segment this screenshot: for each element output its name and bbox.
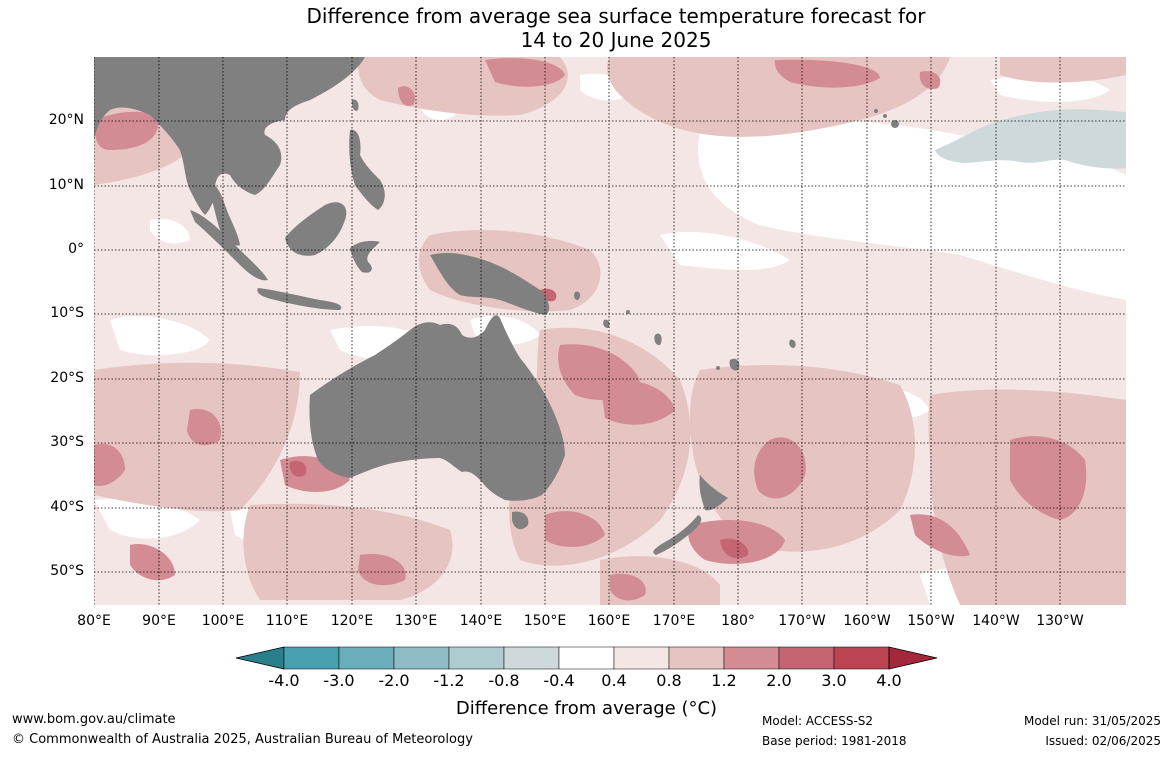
title-line-2: 14 to 20 June 2025 [520,28,712,52]
base-period-text: Base period: 1981-2018 [762,734,907,748]
graticule [94,57,1126,605]
longitude-label: 100°E [201,613,245,629]
colorbar-tick-label: -0.8 [488,671,520,690]
colorbar-bin [668,646,725,670]
longitude-label: 170°E [652,613,696,629]
taiwan [351,99,359,111]
hawaii-island [891,120,899,128]
colorbar-bin [613,646,670,670]
longitude-label: 180° [721,613,755,629]
colorbar-tick-label: 0.8 [656,671,682,690]
longitude-label: 80°E [77,613,111,629]
colorbar-max-extend [888,646,938,670]
colorbar-min-extend [235,646,285,670]
colorbar-bin [393,646,450,670]
colorbar-tick-label: 1.2 [711,671,737,690]
colorbar-tick-label: -3.0 [323,671,355,690]
latitude-label: 0° [68,241,84,257]
latitude-label: 40°S [50,499,84,515]
longitude-label: 160°W [843,613,891,629]
malay-peninsula [205,180,240,246]
issued-text: Issued: 02/06/2025 [1045,734,1161,748]
asia-mainland [94,57,365,215]
colorbar-bin [723,646,780,670]
latitude-label: 20°S [50,370,84,386]
colorbar-title: Difference from average (°C) [455,698,718,719]
copyright-text: © Commonwealth of Australia 2025, Austra… [12,732,473,747]
colorbar-tick-label: 4.0 [876,671,902,690]
colorbar-bin [833,646,890,670]
longitude-label: 110°E [265,613,309,629]
latitude-label: 30°S [50,434,84,450]
longitude-label: 120°E [330,613,374,629]
map-title: Difference from average sea surface temp… [0,4,1173,52]
colorbar-tick-label: -4.0 [268,671,300,690]
land-masses [94,57,899,555]
longitude-label: 150°W [907,613,955,629]
colorbar-tick-label: 2.0 [766,671,792,690]
map-field [94,57,1126,605]
new-zealand-north [699,475,728,511]
longitude-label: 150°E [523,613,567,629]
longitude-label: 130°W [1036,613,1084,629]
latitude-label: 10°S [50,305,84,321]
longitude-label: 140°W [972,613,1020,629]
colorbar-bin [503,646,560,670]
colorbar-tick-label: 3.0 [821,671,847,690]
longitude-label: 140°E [459,613,503,629]
colorbar-bin [558,646,615,670]
colorbar-tick-label: -0.4 [543,671,575,690]
longitude-label: 170°W [778,613,826,629]
colorbar-bin [778,646,835,670]
new-zealand-south [653,515,702,555]
model-run-text: Model run: 31/05/2025 [1023,714,1161,728]
sulawesi [350,240,380,273]
colorbar-tick-label: 0.4 [601,671,627,690]
colorbar-bin [283,646,340,670]
colorbar [235,646,938,670]
tasmania [512,511,529,530]
longitude-label: 130°E [394,613,438,629]
colorbar-bin [338,646,395,670]
latitude-label: 20°N [48,112,84,128]
title-line-1: Difference from average sea surface temp… [306,4,926,28]
website-link[interactable]: www.bom.gov.au/climate [12,712,176,727]
colorbar-bin [448,646,505,670]
colorbar-tick-label: -2.0 [378,671,410,690]
australia [309,315,565,501]
latitude-label: 10°N [48,177,84,193]
model-text: Model: ACCESS-S2 [762,714,874,728]
longitude-label: 160°E [587,613,631,629]
philippines [349,129,385,210]
borneo [285,202,347,256]
colorbar-tick-label: -1.2 [433,671,465,690]
sumatra [190,210,268,281]
latitude-label: 50°S [50,563,84,579]
new-guinea [430,252,550,315]
strong-warm-regions [289,288,749,559]
longitude-label: 90°E [142,613,176,629]
java [257,288,342,310]
